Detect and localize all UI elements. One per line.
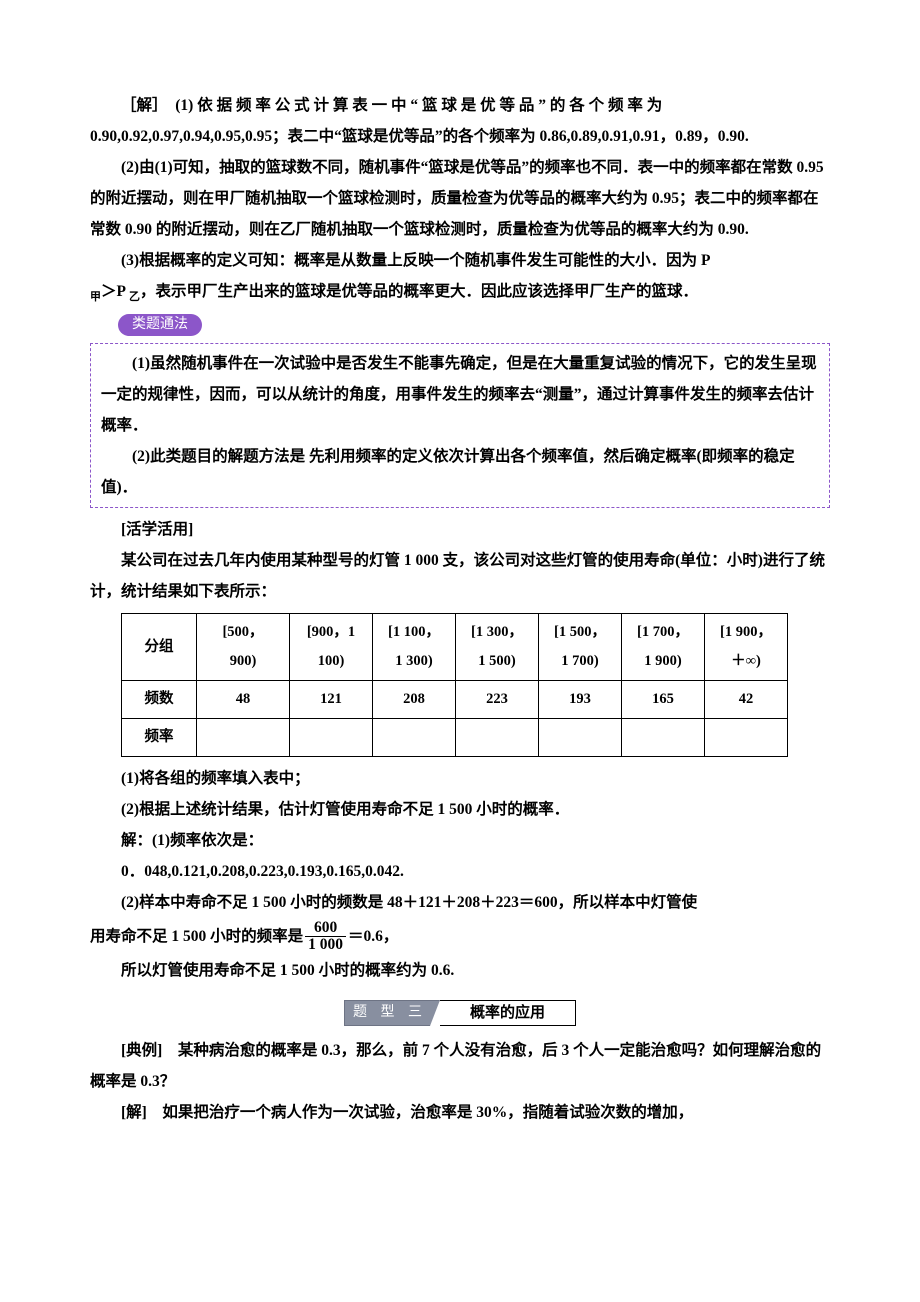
text: [活学活用] (121, 521, 193, 538)
text: [典例] 某种病治愈的概率是 0.3，那么，前 7 个人没有治愈，后 3 个人一… (90, 1042, 821, 1090)
method-p1: (1)虽然随机事件在一次试验中是否发生不能事先确定，但是在大量重复试验的情况下，… (101, 348, 819, 441)
practice-intro: 某公司在过去几年内使用某种型号的灯管 1 000 支，该公司对这些灯管的使用寿命… (90, 545, 830, 607)
freq-cell: 42 (705, 681, 788, 719)
rate-cell (622, 719, 705, 757)
range-cell: [900，1 100) (290, 614, 373, 681)
text: (1)虽然随机事件在一次试验中是否发生不能事先确定，但是在大量重复试验的情况下，… (101, 355, 817, 434)
text: ＝0.6， (348, 928, 398, 945)
range-top: [1 900， (720, 624, 772, 640)
freq-cell: 193 (539, 681, 622, 719)
answer-2-p3: 所以灯管使用寿命不足 1 500 小时的概率约为 0.6. (90, 955, 830, 986)
solution-1-para-1: ［解］ (1) 依 据 频 率 公 式 计 算 表 一 中 “ 篮 球 是 优 … (90, 90, 830, 121)
answer-2-p2: 用寿命不足 1 500 小时的频率是6001 000＝0.6， (90, 918, 830, 955)
rate-cell (197, 719, 290, 757)
example-3-solution-start: [解] 如果把治疗一个病人作为一次试验，治愈率是 30%，指随着试验次数的增加， (90, 1097, 830, 1128)
range-bot: 1 300) (395, 653, 432, 669)
table-row-rate: 频率 (122, 719, 788, 757)
rate-cell (705, 719, 788, 757)
text: 某公司在过去几年内使用某种型号的灯管 1 000 支，该公司对这些灯管的使用寿命… (90, 552, 825, 600)
text: ［解］ (1) 依 据 频 率 公 式 计 算 表 一 中 “ 篮 球 是 优 … (121, 97, 662, 114)
solution-1-para-3b: 甲＞P 乙，表示甲厂生产出来的篮球是优等品的概率更大．因此应该选择甲厂生产的篮球… (90, 276, 830, 308)
example-3-lead: [典例] 某种病治愈的概率是 0.3，那么，前 7 个人没有治愈，后 3 个人一… (90, 1035, 830, 1097)
range-bot: 1 700) (561, 653, 598, 669)
freq-cell: 208 (373, 681, 456, 719)
freq-cell: 223 (456, 681, 539, 719)
topic-chip: 题 型 三 (344, 1000, 440, 1026)
range-cell: [1 300， 1 500) (456, 614, 539, 681)
table-row-freq: 频数 48 121 208 223 193 165 42 (122, 681, 788, 719)
range-bot: 1 900) (644, 653, 681, 669)
fraction-numerator: 600 (305, 920, 346, 937)
table-row-group: 分组 [500， 900) [900，1 100) [1 100， 1 300)… (122, 614, 788, 681)
range-cell: [1 500， 1 700) (539, 614, 622, 681)
method-badge: 类题通法 (118, 314, 202, 336)
text: (2)此类题目的解题方法是 先利用频率的定义依次计算出各个频率值，然后确定概率(… (101, 448, 795, 496)
method-box: (1)虽然随机事件在一次试验中是否发生不能事先确定，但是在大量重复试验的情况下，… (90, 343, 830, 508)
text: (1)将各组的频率填入表中； (121, 770, 310, 787)
range-cell: [500， 900) (197, 614, 290, 681)
text: 0.90,0.92,0.97,0.94,0.95,0.95；表二中“篮球是优等品… (90, 128, 749, 145)
frequency-table: 分组 [500， 900) [900，1 100) [1 100， 1 300)… (121, 613, 788, 757)
fraction-denominator: 1 000 (305, 937, 346, 953)
topic-3-row: 题 型 三概率的应用 (90, 996, 830, 1027)
answer-1-values: 0．048,0.121,0.208,0.223,0.193,0.165,0.04… (90, 856, 830, 887)
solution-1-values: 0.90,0.92,0.97,0.94,0.95,0.95；表二中“篮球是优等品… (90, 121, 830, 152)
text: 用寿命不足 1 500 小时的频率是 (90, 928, 303, 945)
range-top: [1 700， (637, 624, 689, 640)
range-bot: ＋∞) (731, 653, 761, 669)
rate-cell (539, 719, 622, 757)
text: (2)根据上述统计结果，估计灯管使用寿命不足 1 500 小时的概率． (121, 801, 569, 818)
text: 解：(1)频率依次是： (121, 832, 263, 849)
range-bot: 100) (318, 653, 345, 669)
question-2: (2)根据上述统计结果，估计灯管使用寿命不足 1 500 小时的概率． (90, 794, 830, 825)
document-page: ［解］ (1) 依 据 频 率 公 式 计 算 表 一 中 “ 篮 球 是 优 … (0, 0, 920, 1302)
rate-cell (456, 719, 539, 757)
text: (3)根据概率的定义可知：概率是从数量上反映一个随机事件发生可能性的大小．因为 … (121, 252, 710, 269)
topic-label: 概率的应用 (439, 1000, 576, 1026)
row-label-freq: 频数 (122, 681, 197, 719)
practice-heading: [活学活用] (90, 514, 830, 545)
answer-2-p1: (2)样本中寿命不足 1 500 小时的频数是 48＋121＋208＋223＝6… (90, 887, 830, 918)
range-top: [900，1 (307, 624, 355, 640)
range-top: [500， (222, 624, 263, 640)
text: (2)由(1)可知，抽取的篮球数不同，随机事件“篮球是优等品”的频率也不同．表一… (90, 159, 824, 238)
fraction: 6001 000 (305, 920, 346, 954)
range-cell: [1 100， 1 300) (373, 614, 456, 681)
range-top: [1 300， (471, 624, 523, 640)
freq-cell: 165 (622, 681, 705, 719)
solution-1-para-2: (2)由(1)可知，抽取的篮球数不同，随机事件“篮球是优等品”的频率也不同．表一… (90, 152, 830, 245)
text: [解] 如果把治疗一个病人作为一次试验，治愈率是 30%，指随着试验次数的增加， (121, 1104, 693, 1121)
text: ，表示甲厂生产出来的篮球是优等品的概率更大．因此应该选择甲厂生产的篮球． (140, 283, 698, 300)
text: ＞P (101, 283, 125, 300)
method-p2: (2)此类题目的解题方法是 先利用频率的定义依次计算出各个频率值，然后确定概率(… (101, 441, 819, 503)
frequency-table-wrap: 分组 [500， 900) [900，1 100) [1 100， 1 300)… (121, 613, 830, 757)
text: 0．048,0.121,0.208,0.223,0.193,0.165,0.04… (121, 863, 404, 880)
question-1: (1)将各组的频率填入表中； (90, 763, 830, 794)
solution-1-para-3a: (3)根据概率的定义可知：概率是从数量上反映一个随机事件发生可能性的大小．因为 … (90, 245, 830, 276)
range-cell: [1 900， ＋∞) (705, 614, 788, 681)
range-top: [1 500， (554, 624, 606, 640)
rate-cell (373, 719, 456, 757)
row-label-group: 分组 (122, 614, 197, 681)
subscript-jia: 甲 (90, 291, 101, 303)
range-bot: 900) (230, 653, 257, 669)
freq-cell: 121 (290, 681, 373, 719)
range-top: [1 100， (388, 624, 440, 640)
freq-cell: 48 (197, 681, 290, 719)
answer-1-lead: 解：(1)频率依次是： (90, 825, 830, 856)
rate-cell (290, 719, 373, 757)
text: (2)样本中寿命不足 1 500 小时的频数是 48＋121＋208＋223＝6… (121, 894, 697, 911)
range-cell: [1 700， 1 900) (622, 614, 705, 681)
range-bot: 1 500) (478, 653, 515, 669)
subscript-yi: 乙 (129, 291, 140, 303)
text: 所以灯管使用寿命不足 1 500 小时的概率约为 0.6. (121, 962, 454, 979)
row-label-rate: 频率 (122, 719, 197, 757)
